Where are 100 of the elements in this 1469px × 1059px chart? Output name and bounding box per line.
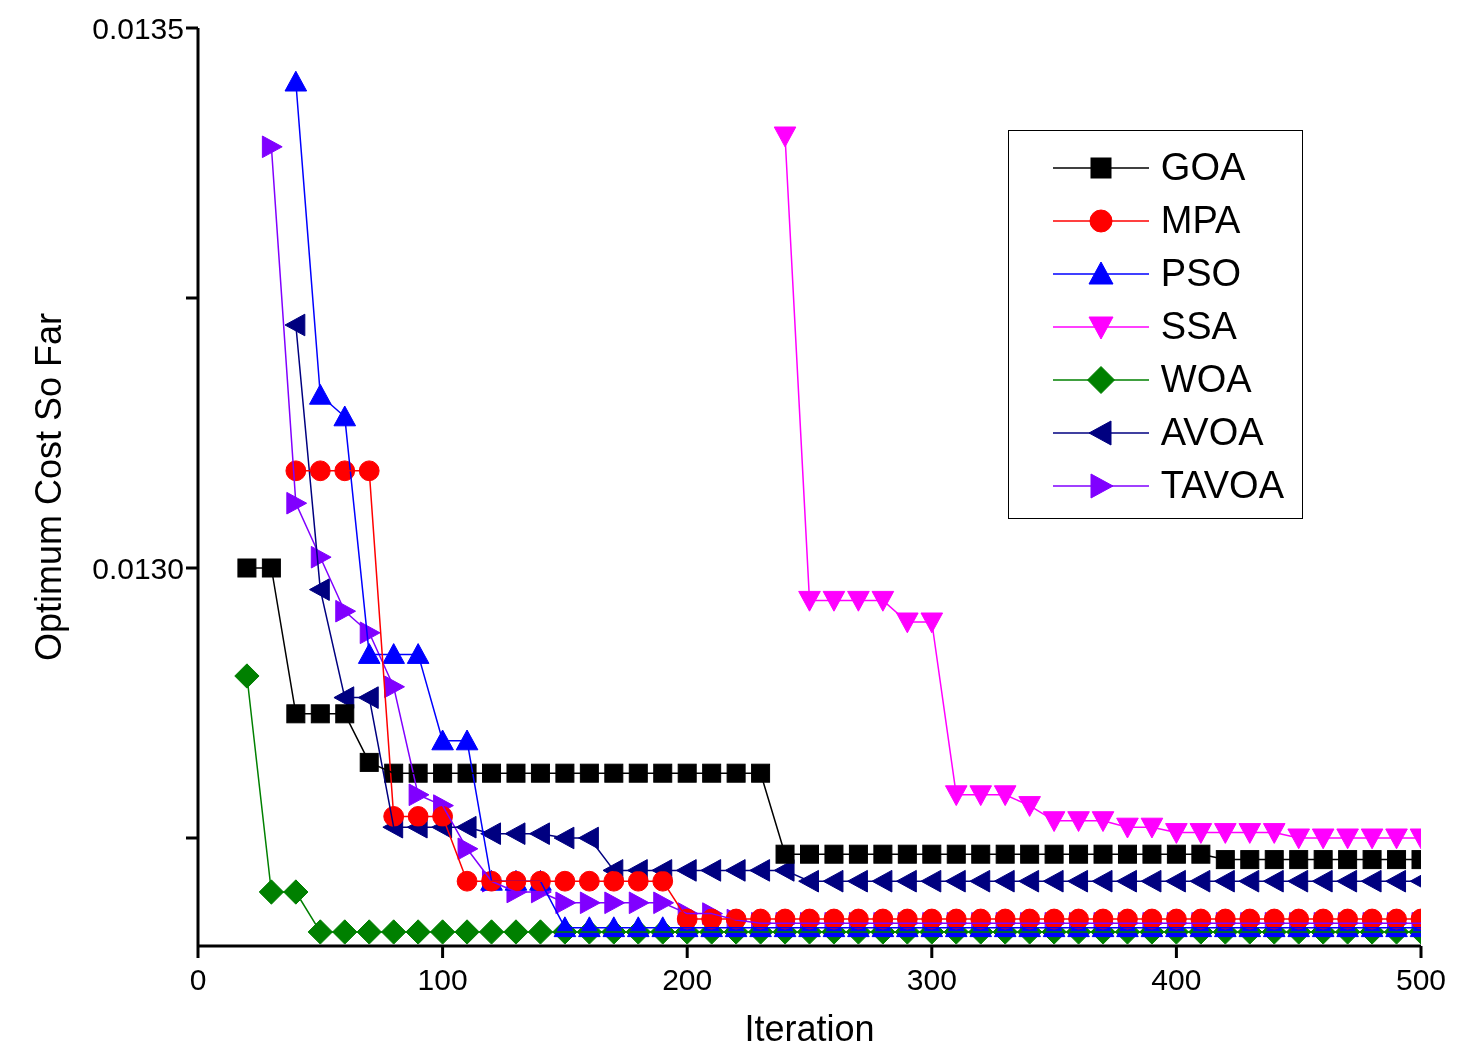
- point: [579, 763, 599, 783]
- point: [1018, 796, 1041, 817]
- point: [700, 859, 722, 882]
- point: [310, 704, 330, 724]
- x-tick-label: 500: [1395, 963, 1447, 996]
- point: [234, 663, 260, 689]
- point: [995, 844, 1015, 864]
- point: [457, 837, 479, 861]
- x-tick-label: 400: [1151, 963, 1202, 996]
- point: [726, 763, 746, 783]
- point: [1020, 844, 1040, 864]
- point: [408, 783, 430, 807]
- point: [1360, 828, 1384, 850]
- point: [1360, 869, 1382, 893]
- point: [1311, 869, 1333, 893]
- point: [261, 135, 283, 159]
- point: [944, 785, 968, 807]
- point: [333, 405, 357, 427]
- point: [284, 70, 308, 92]
- point: [555, 763, 575, 783]
- point: [993, 869, 1015, 893]
- y-tick-label: 0.0130: [92, 551, 184, 585]
- point: [1140, 817, 1164, 839]
- x-axis-title: Iteration: [744, 1008, 875, 1049]
- point: [1311, 828, 1335, 850]
- point: [1042, 869, 1064, 893]
- point: [1091, 869, 1113, 893]
- point: [307, 919, 333, 945]
- point: [873, 844, 893, 864]
- y-axis-title: Optimum Cost So Far: [27, 312, 69, 662]
- point: [309, 460, 331, 482]
- point: [1387, 850, 1407, 870]
- point: [775, 844, 795, 864]
- point: [993, 785, 1017, 807]
- point: [1313, 850, 1333, 870]
- legend-label: GOA: [1160, 146, 1246, 189]
- point: [358, 460, 380, 482]
- point: [1287, 828, 1310, 850]
- point: [455, 815, 477, 839]
- point: [920, 612, 944, 634]
- legend-label: SSA: [1160, 305, 1237, 348]
- point: [751, 763, 771, 783]
- x-tick-label: 0: [189, 963, 207, 996]
- point: [1067, 811, 1090, 833]
- point: [406, 643, 430, 664]
- legend-label: PSO: [1160, 252, 1242, 295]
- point: [335, 704, 355, 724]
- point: [261, 558, 281, 578]
- point: [530, 763, 550, 783]
- point: [482, 763, 502, 783]
- point: [454, 919, 480, 945]
- point: [1044, 844, 1064, 864]
- point: [1140, 869, 1162, 893]
- point: [800, 844, 819, 864]
- point: [971, 844, 991, 864]
- point: [1385, 828, 1408, 850]
- point: [529, 822, 550, 845]
- point: [675, 859, 697, 882]
- point: [1215, 850, 1235, 870]
- point: [503, 919, 529, 945]
- point: [1165, 823, 1188, 844]
- point: [653, 763, 673, 783]
- point: [237, 558, 257, 578]
- point: [1362, 850, 1382, 870]
- point: [871, 590, 895, 612]
- point: [822, 590, 846, 612]
- point: [652, 870, 674, 892]
- point: [286, 491, 308, 515]
- point: [1289, 850, 1309, 870]
- point: [553, 826, 575, 850]
- point: [1069, 844, 1089, 864]
- point: [456, 870, 478, 892]
- point: [822, 869, 844, 893]
- point: [431, 729, 454, 751]
- point: [1336, 828, 1359, 850]
- point: [724, 859, 746, 882]
- point: [506, 763, 526, 783]
- legend-label: MPA: [1160, 199, 1241, 242]
- point: [847, 590, 870, 612]
- point: [407, 806, 429, 827]
- point: [1191, 844, 1211, 864]
- point: [1042, 811, 1066, 833]
- point: [309, 383, 332, 405]
- point: [1264, 850, 1284, 870]
- point: [896, 612, 919, 634]
- point: [1091, 811, 1115, 833]
- point: [1116, 817, 1139, 839]
- point: [286, 704, 306, 724]
- point: [749, 859, 771, 882]
- legend-label: TAVOA: [1160, 464, 1284, 507]
- point: [480, 822, 502, 845]
- point: [335, 599, 357, 623]
- point: [504, 822, 526, 845]
- point: [433, 763, 453, 783]
- point: [653, 891, 675, 915]
- point: [309, 578, 330, 601]
- point: [824, 844, 844, 864]
- x-tick-label: 300: [906, 963, 957, 996]
- point: [284, 313, 306, 337]
- point: [604, 763, 624, 783]
